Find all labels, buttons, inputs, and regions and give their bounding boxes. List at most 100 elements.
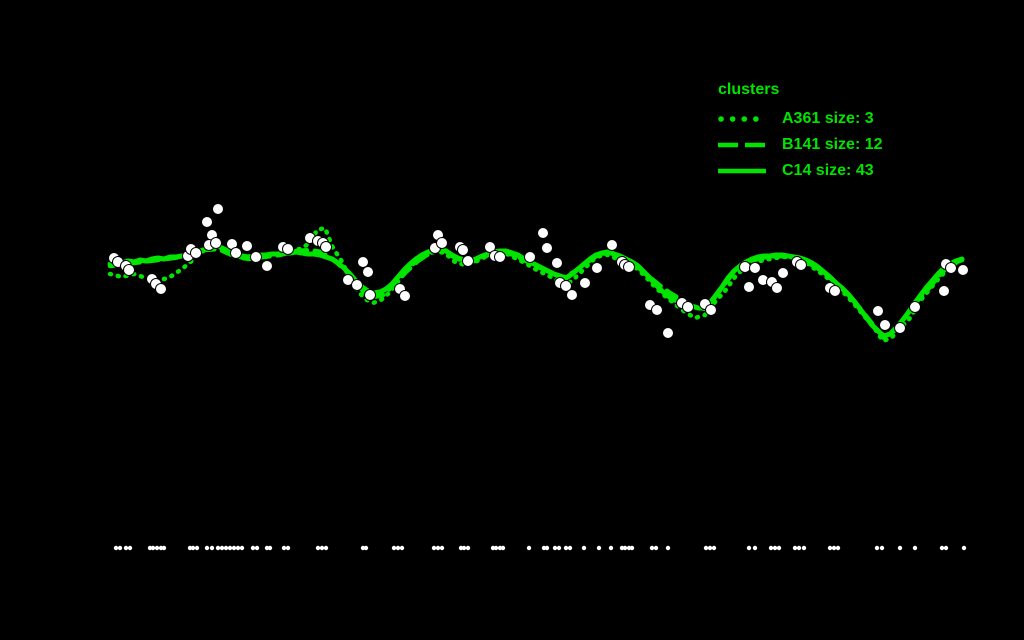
scatter-point <box>623 261 635 273</box>
rug-dot <box>215 545 221 551</box>
scatter-point <box>579 277 591 289</box>
rug-dot <box>439 545 445 551</box>
rug-dot <box>267 545 273 551</box>
rug-dot <box>323 545 329 551</box>
scatter-point <box>651 304 663 316</box>
rug-dot <box>629 545 635 551</box>
rug-dot <box>399 545 405 551</box>
scatter-point <box>282 243 294 255</box>
scatter-point <box>894 322 906 334</box>
scatter-point <box>230 247 242 259</box>
rug-dot <box>796 545 802 551</box>
scatter-point <box>957 264 969 276</box>
scatter-point <box>795 259 807 271</box>
rug-dot <box>315 545 321 551</box>
rug-dot <box>768 545 774 551</box>
scatter-point <box>541 242 553 254</box>
scatter-point <box>662 327 674 339</box>
scatter-point <box>705 304 717 316</box>
rug-dot <box>250 545 256 551</box>
legend-item-b141: B141 size: 12 <box>718 132 883 158</box>
scatter-point <box>364 289 376 301</box>
scatter-point <box>462 255 474 267</box>
rug-dot <box>567 545 573 551</box>
scatter-point <box>829 285 841 297</box>
rug-dot <box>581 545 587 551</box>
scatter-point <box>909 301 921 313</box>
rug-dot <box>194 545 200 551</box>
rug-dot <box>493 545 499 551</box>
scatter-point <box>201 216 213 228</box>
scatter-point <box>591 262 603 274</box>
rug-dot <box>227 545 233 551</box>
scatter-point <box>212 203 224 215</box>
rug-dot <box>556 545 562 551</box>
rug-dot <box>431 545 437 551</box>
rug-dot <box>772 545 778 551</box>
rug-dot <box>465 545 471 551</box>
rug-dot <box>204 545 210 551</box>
rug-dot <box>752 545 758 551</box>
scatter-point <box>250 251 262 263</box>
rug-dot <box>500 545 506 551</box>
rug-dot <box>209 545 215 551</box>
rug-dot <box>117 545 123 551</box>
scatter-point <box>494 251 506 263</box>
scatter-point <box>261 260 273 272</box>
scatter-point <box>771 282 783 294</box>
scatter-point <box>739 261 751 273</box>
dotted-line-key-icon <box>718 116 762 122</box>
scatter-point <box>241 240 253 252</box>
rug-dot <box>123 545 129 551</box>
chart-legend: clusters A361 size: 3 B141 size: 12 C14 … <box>718 80 883 184</box>
rug-dot <box>835 545 841 551</box>
rug-dot <box>461 545 467 551</box>
scatter-point <box>362 266 374 278</box>
rug-dot <box>113 545 119 551</box>
rug-dot <box>161 545 167 551</box>
rug-dot <box>608 545 614 551</box>
rug-dot <box>563 545 569 551</box>
legend-item-label: A361 size: 3 <box>782 110 874 127</box>
rug-dot <box>526 545 532 551</box>
rug-dot <box>827 545 833 551</box>
scatter-point <box>537 227 549 239</box>
rug-dot <box>150 545 156 551</box>
rug-dot <box>544 545 550 551</box>
rug-dot <box>792 545 798 551</box>
rug-dot <box>281 545 287 551</box>
scatter-point <box>749 262 761 274</box>
scatter-point <box>743 281 755 293</box>
rug-dot <box>746 545 752 551</box>
rug-dot <box>649 545 655 551</box>
rug-dot <box>254 545 260 551</box>
rug-dot <box>622 545 628 551</box>
rug-dot <box>943 545 949 551</box>
scatter-point <box>190 247 202 259</box>
rug-dot <box>776 545 782 551</box>
solid-line-key-icon <box>718 168 766 174</box>
scatter-point <box>938 285 950 297</box>
scatter-point <box>399 290 411 302</box>
rug-dot <box>596 545 602 551</box>
scatter-point <box>155 283 167 295</box>
rug-dot <box>552 545 558 551</box>
rug-dot <box>285 545 291 551</box>
rug-dot <box>879 545 885 551</box>
scatter-point <box>682 301 694 313</box>
rug-dot <box>801 545 807 551</box>
rug-dot <box>235 545 241 551</box>
scatter-point <box>551 257 563 269</box>
dashed-line-key-icon <box>718 142 765 148</box>
rug-dot <box>231 545 237 551</box>
scatter-point <box>777 267 789 279</box>
scatter-point <box>351 279 363 291</box>
scatter-point <box>879 319 891 331</box>
rug-dot <box>239 545 245 551</box>
rug-dot <box>319 545 325 551</box>
rug-dot <box>912 545 918 551</box>
rug-dot <box>874 545 880 551</box>
rug-dot <box>707 545 713 551</box>
legend-title: clusters <box>718 81 780 98</box>
